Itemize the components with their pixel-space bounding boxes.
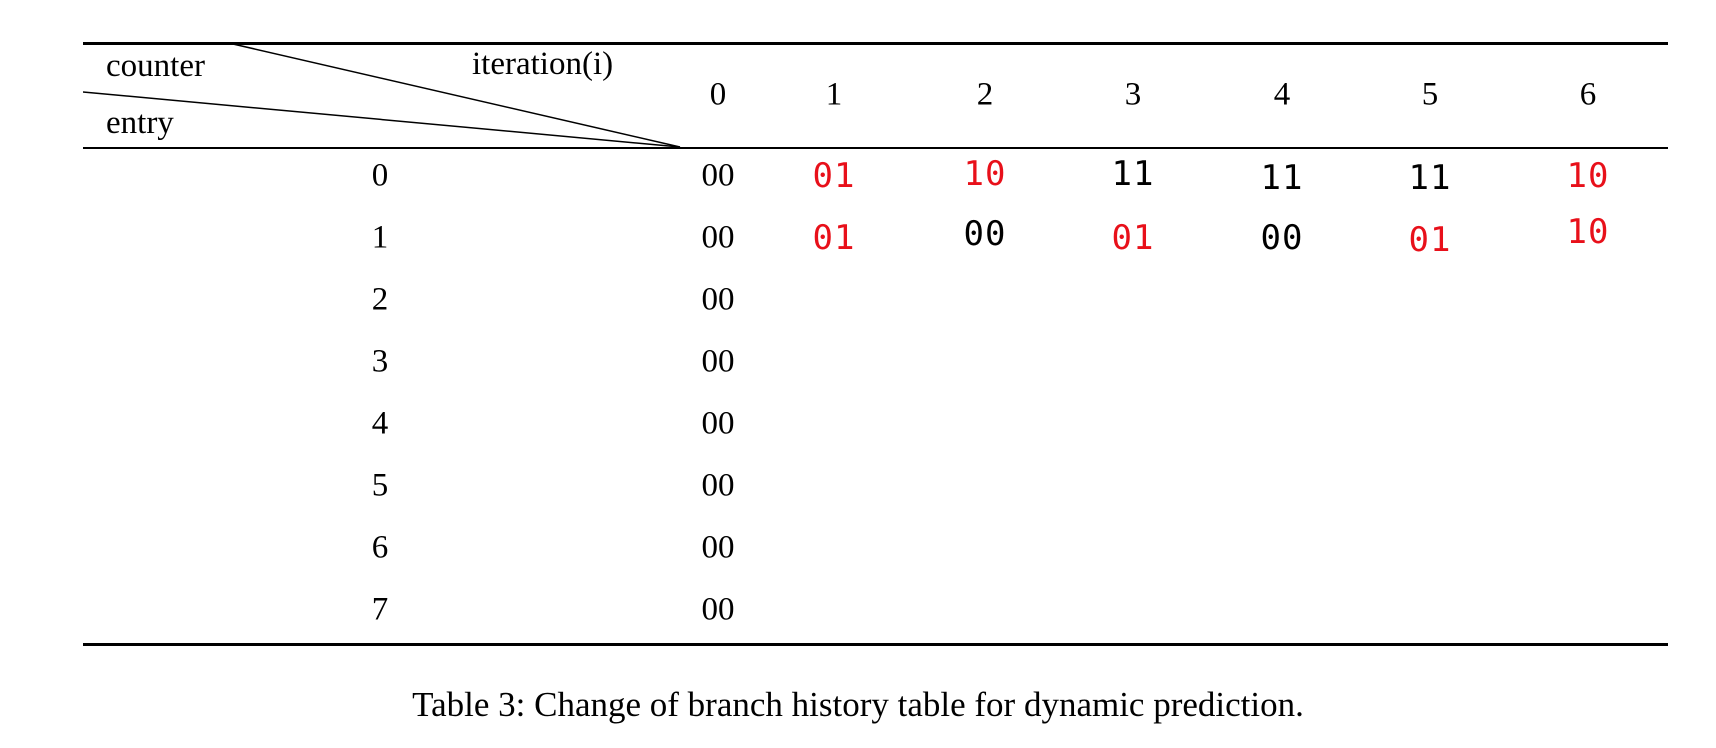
iteration-header-1: 1 [825, 76, 843, 113]
counter-cell-updated: 11 [1111, 154, 1155, 194]
iteration-header-6: 6 [1579, 76, 1597, 113]
counter-cell: 00 [701, 529, 735, 566]
entry-label-7: 7 [371, 591, 389, 628]
iteration-header-0: 0 [709, 76, 727, 113]
entry-label-6: 6 [371, 529, 389, 566]
counter-cell-updated: 10 [1566, 156, 1610, 196]
counter-cell-updated: 10 [963, 154, 1007, 194]
counter-cell: 00 [701, 405, 735, 442]
entry-label: entry [106, 105, 174, 141]
counter-cell: 00 [701, 467, 735, 504]
entry-label-2: 2 [371, 281, 389, 318]
iteration-header-4: 4 [1273, 76, 1291, 113]
entry-label-1: 1 [371, 219, 389, 256]
iteration-header-3: 3 [1124, 76, 1142, 113]
counter-cell: 00 [701, 157, 735, 194]
header-rule [83, 147, 1668, 149]
counter-cell-updated: 01 [1408, 220, 1452, 260]
counter-cell-updated: 01 [812, 156, 856, 196]
counter-cell: 00 [701, 219, 735, 256]
iteration-header-2: 2 [976, 76, 994, 113]
table-caption: Table 3: Change of branch history table … [412, 685, 1304, 724]
counter-cell-updated: 00 [963, 214, 1007, 254]
entry-label-3: 3 [371, 343, 389, 380]
counter-cell: 00 [701, 591, 735, 628]
counter-cell-updated: 01 [812, 218, 856, 258]
iteration-label: iteration(i) [472, 46, 614, 82]
counter-cell: 00 [701, 343, 735, 380]
entry-label-5: 5 [371, 467, 389, 504]
diagonal-header-lines [83, 44, 681, 148]
iteration-header-5: 5 [1421, 76, 1439, 113]
counter-label: counter [106, 48, 205, 84]
counter-cell-updated: 01 [1111, 218, 1155, 258]
top-rule [83, 42, 1668, 45]
counter-cell-updated: 11 [1260, 158, 1304, 198]
counter-cell-updated: 10 [1566, 212, 1610, 252]
entry-label-4: 4 [371, 405, 389, 442]
bottom-rule [83, 643, 1668, 646]
entry-label-0: 0 [371, 157, 389, 194]
counter-cell-updated: 00 [1260, 218, 1304, 258]
counter-cell: 00 [701, 281, 735, 318]
counter-cell-updated: 11 [1408, 158, 1452, 198]
